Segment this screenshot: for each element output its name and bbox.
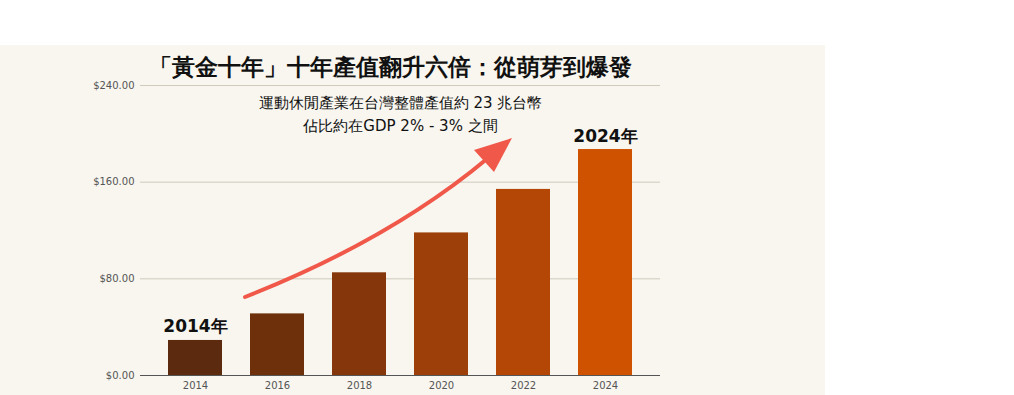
svg-text:運動休閒產業在台灣整體產值約 23 兆台幣: 運動休閒產業在台灣整體產值約 23 兆台幣: [259, 94, 543, 112]
svg-text:佔比約在GDP 2% - 3% 之間: 佔比約在GDP 2% - 3% 之間: [302, 117, 497, 135]
svg-text:2014年: 2014年: [163, 316, 227, 336]
html-text:「黃金十年」十年產值翻升六倍：從萌芽到爆發: 「黃金十年」十年產值翻升六倍：從萌芽到爆發: [148, 54, 632, 80]
svg-text:2024年: 2024年: [573, 126, 637, 146]
svg-text:2020: 2020: [429, 380, 454, 391]
svg-text:2024: 2024: [593, 380, 618, 391]
svg-text:2014: 2014: [183, 380, 208, 391]
svg-text:2022: 2022: [511, 380, 536, 391]
svg-text:$160.00: $160.00: [93, 176, 134, 187]
svg-text:$240.00: $240.00: [93, 80, 134, 91]
svg-text:$0.00: $0.00: [106, 370, 135, 381]
svg-text:2018: 2018: [347, 380, 372, 391]
svg-text:2016: 2016: [265, 380, 290, 391]
svg-text:$80.00: $80.00: [100, 273, 135, 284]
